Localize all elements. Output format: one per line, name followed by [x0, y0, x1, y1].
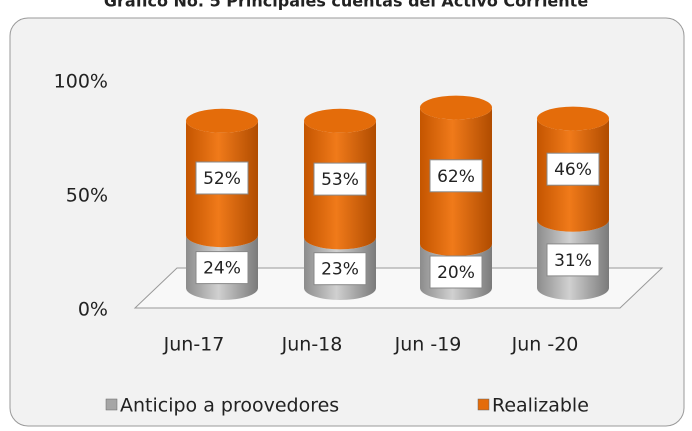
value-label: 31% — [554, 251, 592, 271]
value-label: 62% — [437, 167, 475, 187]
value-label-box — [429, 159, 483, 193]
value-label-box — [313, 162, 367, 196]
legend-label: Realizable — [492, 395, 589, 417]
value-label: 20% — [437, 263, 475, 283]
value-label-box — [313, 252, 367, 286]
cylinder-top — [304, 108, 376, 133]
value-label-box — [546, 152, 600, 186]
value-label-box — [546, 243, 600, 277]
value-label: 53% — [321, 170, 359, 190]
legend-swatch — [477, 398, 490, 411]
x-tick-label: Jun -20 — [511, 334, 579, 356]
x-tick-label: Jun -19 — [394, 334, 462, 356]
cylinder-top — [420, 95, 492, 120]
value-label: 24% — [203, 259, 241, 279]
x-tick-label: Jun-17 — [163, 334, 225, 356]
value-label: 23% — [321, 260, 359, 280]
cylinder-top — [186, 108, 258, 133]
value-label-box — [195, 161, 249, 195]
floor — [133, 267, 664, 309]
legend-swatch — [105, 398, 118, 411]
cylinder-top — [537, 106, 609, 131]
value-label: 52% — [203, 169, 241, 189]
chart-title: Gráfico No. 5 Principales cuentas del Ac… — [104, 0, 589, 11]
y-tick-label: 100% — [54, 71, 108, 93]
value-label: 46% — [554, 160, 592, 180]
y-tick-label: 50% — [66, 185, 108, 207]
legend-label: Anticipo a proovedores — [120, 395, 339, 417]
x-tick-label: Jun-18 — [281, 334, 343, 356]
value-label-box — [195, 251, 249, 285]
value-label-box — [429, 255, 483, 289]
y-tick-label: 0% — [78, 299, 108, 321]
